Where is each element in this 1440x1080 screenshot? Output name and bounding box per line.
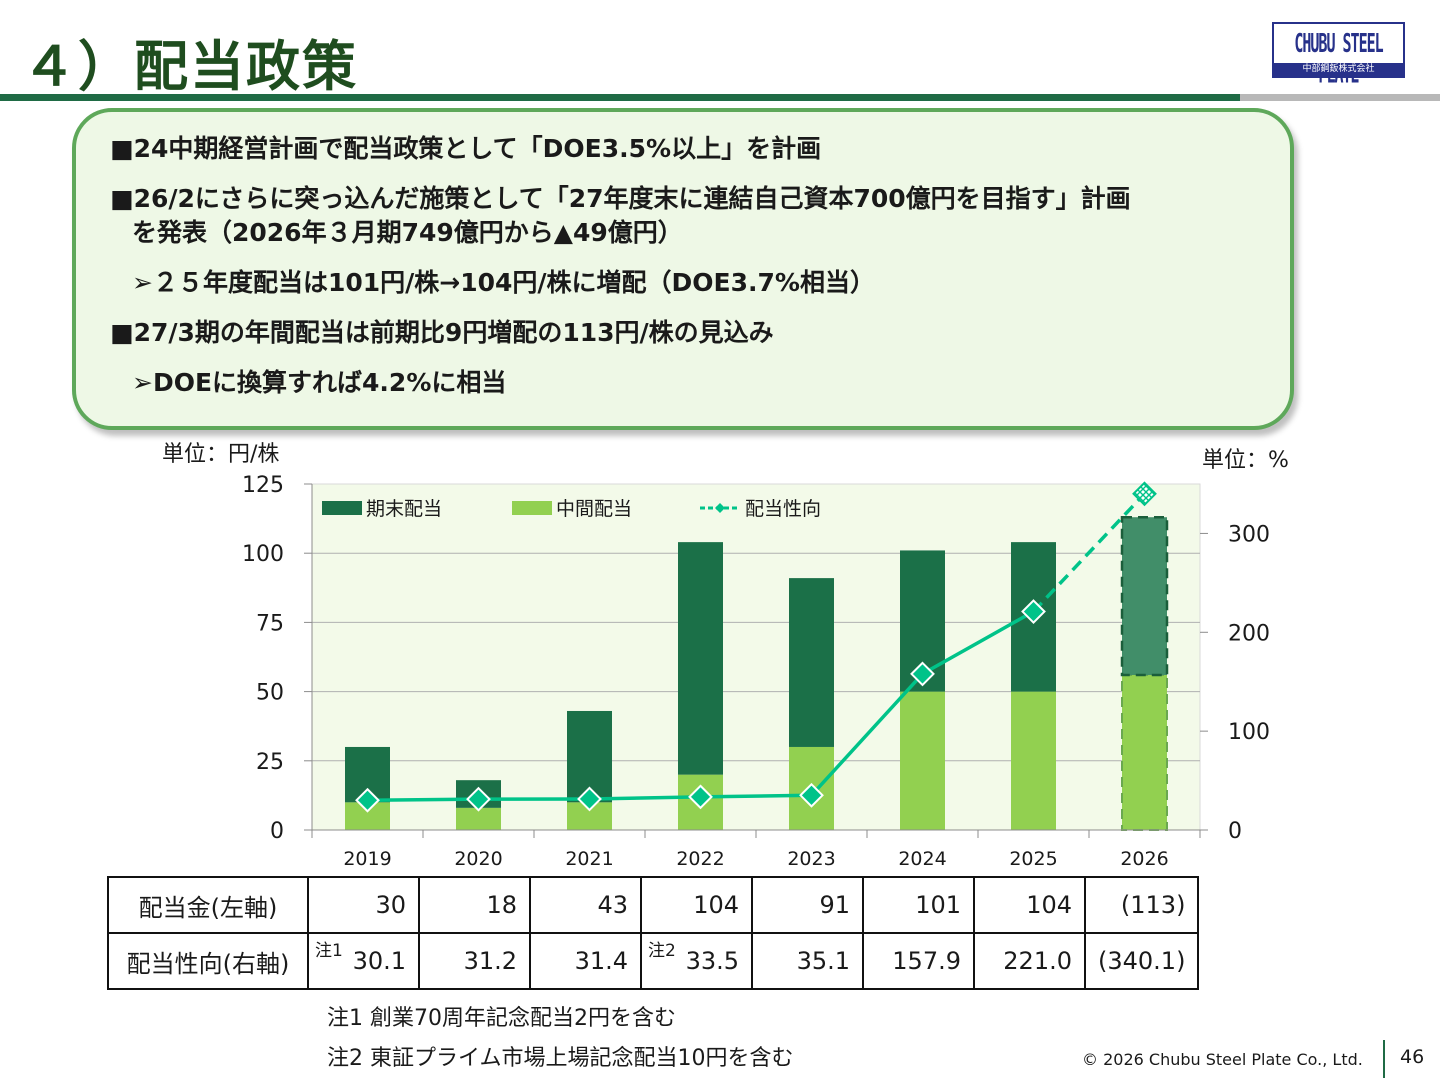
table-cell: 35.1: [751, 932, 864, 990]
legend-label-interim: 中間配当: [556, 498, 632, 520]
footer-divider: [1383, 1040, 1385, 1078]
table-cell: (340.1): [1083, 932, 1200, 990]
bar-yearend-2023: [789, 578, 834, 747]
logo-sub-text: 中部鋼鈑株式会社: [1274, 63, 1403, 76]
cell-value: 104: [693, 891, 739, 919]
table-row-payout: 配当性向(右軸) 注1 30.1 31.2 31.4 注2 33.5 35.1 15…: [107, 932, 1200, 990]
right-axis-unit: 単位：%: [1202, 448, 1289, 473]
cell-value: (113): [1120, 891, 1186, 919]
cell-value: 43: [597, 891, 628, 919]
dividend-table: 配当金(左軸) 30 18 43 104 91 101 104 (113) 配当…: [107, 876, 1200, 990]
cell-value: 33.5: [685, 947, 739, 975]
bar-yearend-2022: [678, 542, 723, 775]
bar-yearend-2026: [1120, 515, 1169, 677]
x-tick-label: 2026: [1120, 848, 1168, 870]
policy-callout: ■24中期経営計画で配当政策として「DOE3.5%以上」を計画 ■26/2にさら…: [72, 108, 1294, 430]
x-tick-label: 2019: [343, 848, 391, 870]
page-number: 46: [1400, 1046, 1425, 1068]
x-tick-label: 2025: [1009, 848, 1057, 870]
row-label-dividend: 配当金(左軸): [107, 876, 309, 934]
table-cell: 104: [973, 876, 1086, 934]
right-tick-label: 300: [1228, 522, 1270, 547]
callout-line-4: ➢２５年度配当は101円/株→104円/株に増配（DOE3.7%相当）: [132, 268, 875, 297]
cell-value: 91: [819, 891, 850, 919]
callout-line-6: ➢DOEに換算すれば4.2%に相当: [132, 368, 507, 397]
cell-value: (340.1): [1098, 947, 1186, 975]
note-marker: 注1: [315, 941, 343, 961]
left-tick-label: 0: [270, 819, 284, 844]
legend-label-yearend: 期末配当: [366, 498, 442, 520]
table-cell: 31.4: [529, 932, 642, 990]
payout-point-2021: [577, 786, 602, 812]
legend-swatch-payout-marker: [715, 503, 725, 513]
payout-point-2020: [466, 786, 491, 812]
table-cell: 30: [307, 876, 420, 934]
right-tick-label: 0: [1228, 819, 1242, 844]
cell-value: 31.4: [574, 947, 628, 975]
table-cell: 157.9: [862, 932, 975, 990]
x-tick-label: 2022: [676, 848, 724, 870]
bar-interim-2020: [456, 807, 501, 830]
payout-point-2023: [799, 782, 824, 808]
table-cell: 91: [751, 876, 864, 934]
payout-point-2024: [910, 661, 935, 687]
table-cell: 104: [640, 876, 753, 934]
row-label-payout: 配当性向(右軸): [107, 932, 309, 990]
left-tick-label: 50: [256, 681, 284, 706]
cell-value: 104: [1026, 891, 1072, 919]
left-tick-label: 75: [256, 611, 284, 636]
cell-value: 30.1: [352, 947, 406, 975]
payout-point-2025: [1021, 599, 1046, 624]
title-divider: [0, 94, 1440, 101]
legend-swatch-interim: [512, 501, 552, 515]
cell-value: 31.2: [463, 947, 517, 975]
right-tick-label: 200: [1228, 621, 1270, 646]
left-tick-label: 100: [242, 542, 284, 567]
callout-line-5: ■27/3期の年間配当は前期比9円増配の113円/株の見込み: [110, 318, 774, 347]
payout-point-2019: [355, 787, 380, 813]
page-title: ４）配当政策: [22, 35, 358, 98]
payout-point-2026: [1132, 481, 1157, 507]
table-cell: 18: [418, 876, 531, 934]
payout-ratio-forecast-line: [1032, 492, 1146, 613]
company-logo: CHUBU STEEL PLATE 中部鋼鈑株式会社: [1272, 22, 1405, 89]
table-cell: 注2 33.5: [640, 932, 753, 990]
footnote-1: 注1 創業70周年記念配当2円を含む: [327, 1006, 676, 1031]
copyright: © 2026 Chubu Steel Plate Co., Ltd.: [1082, 1050, 1363, 1069]
bar-interim-2024: [900, 691, 945, 830]
bar-interim-2026: [1121, 673, 1168, 831]
x-tick-label: 2024: [898, 848, 946, 870]
table-cell: 注1 30.1: [307, 932, 420, 990]
x-tick-label: 2020: [454, 848, 502, 870]
legend-label-payout: 配当性向: [745, 498, 821, 520]
callout-line-2: ■26/2にさらに突っ込んだ施策として「27年度末に連結自己資本700億円を目指…: [110, 184, 1131, 213]
legend-swatch-yearend: [322, 501, 362, 515]
table-cell: 221.0: [973, 932, 1086, 990]
table-row-dividend: 配当金(左軸) 30 18 43 104 91 101 104 (113): [107, 876, 1200, 934]
left-tick-label: 25: [256, 750, 284, 775]
right-tick-label: 100: [1228, 720, 1270, 745]
callout-line-3: を発表（2026年３月期749億円から▲49億円）: [132, 218, 683, 247]
table-cell: 43: [529, 876, 642, 934]
cell-value: 18: [486, 891, 517, 919]
dividend-chart: 0 25 50 75 100 125 0 100 200 300 2019 2020 2021 2022 2…: [242, 473, 1270, 870]
cell-value: 35.1: [796, 947, 850, 975]
callout-line-1: ■24中期経営計画で配当政策として「DOE3.5%以上」を計画: [110, 134, 822, 163]
cell-value: 221.0: [1003, 947, 1072, 975]
table-cell: 31.2: [418, 932, 531, 990]
x-tick-label: 2023: [787, 848, 835, 870]
cell-value: 30: [375, 891, 406, 919]
table-cell: 101: [862, 876, 975, 934]
note-marker: 注2: [648, 941, 676, 961]
cell-value: 101: [915, 891, 961, 919]
x-tick-label: 2021: [565, 848, 613, 870]
cell-value: 157.9: [892, 947, 961, 975]
plot-area: [311, 483, 1201, 831]
bar-interim-2025: [1011, 691, 1056, 830]
table-cell: (113): [1083, 876, 1200, 934]
left-tick-label: 125: [242, 473, 284, 498]
footnote-2: 注2 東証プライム市場上場記念配当10円を含む: [327, 1046, 794, 1071]
payout-point-2022: [688, 784, 713, 810]
left-axis-unit: 単位：円/株: [162, 442, 280, 467]
